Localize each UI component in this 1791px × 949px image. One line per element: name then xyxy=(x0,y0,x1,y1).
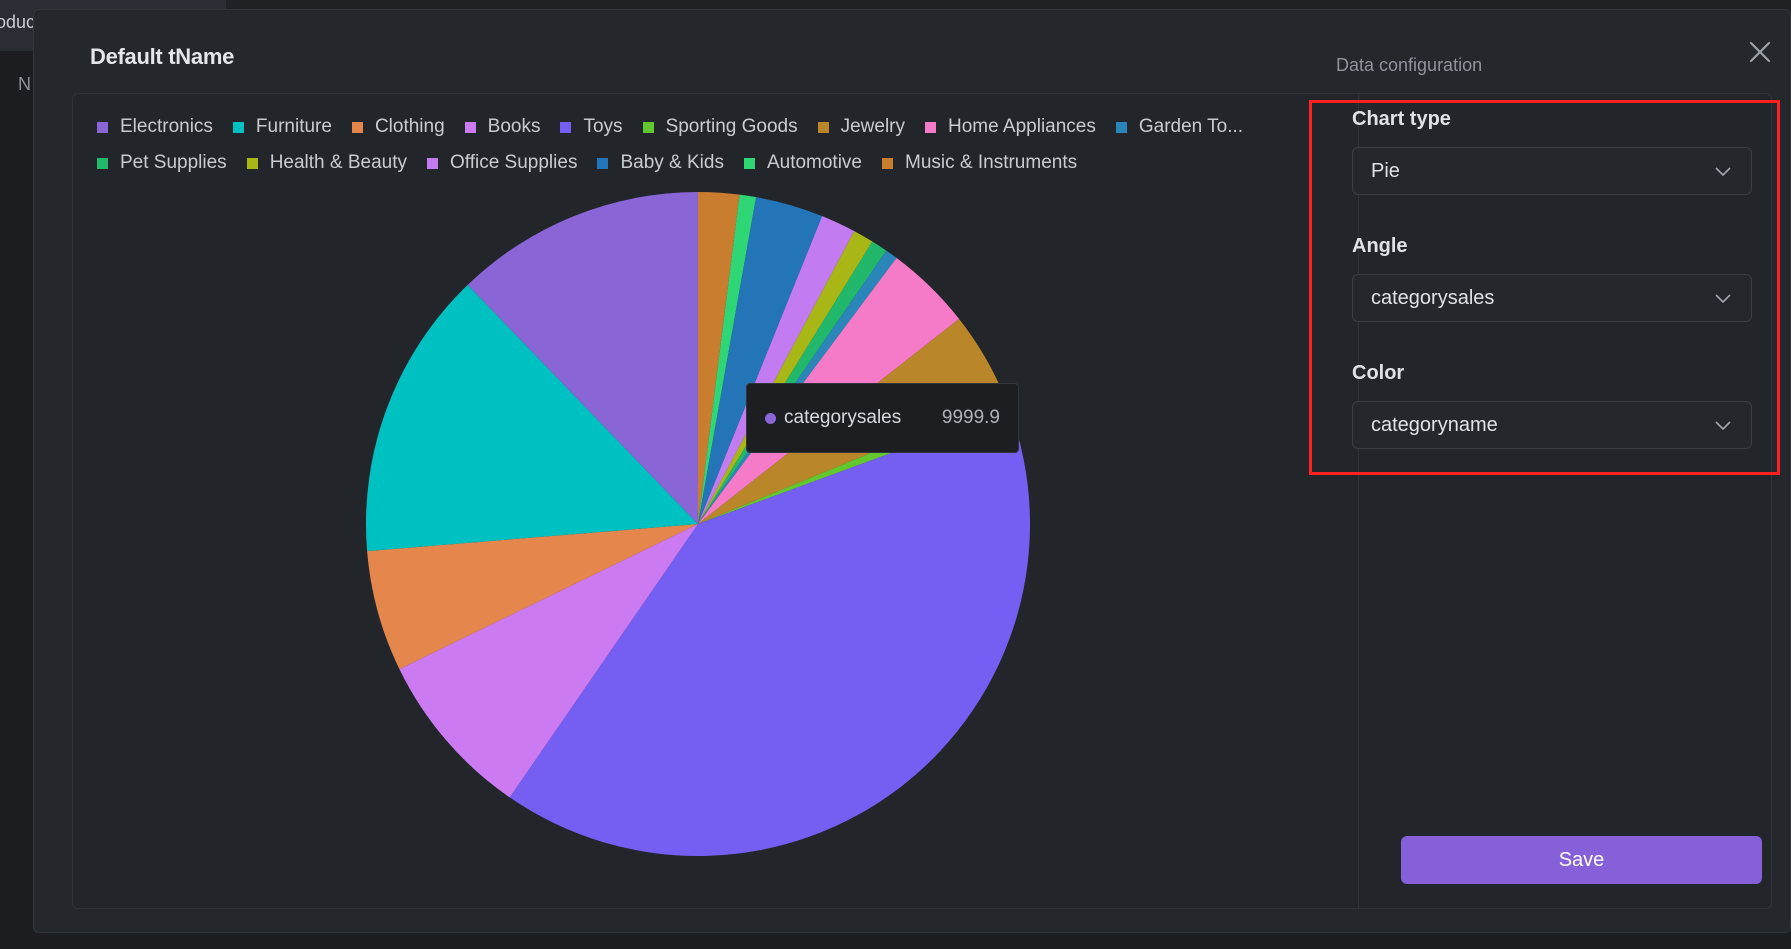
chart-legend: Electronics Furniture Clothing Books Toys Spo… xyxy=(97,116,1347,174)
legend-label: Electronics xyxy=(120,116,213,137)
color-label: Color xyxy=(1352,362,1405,384)
legend-swatch-icon xyxy=(464,121,476,133)
angle-select[interactable]: categorysales xyxy=(1352,274,1752,322)
color-value: categoryname xyxy=(1371,413,1498,436)
angle-label: Angle xyxy=(1352,235,1408,257)
legend-label: Automotive xyxy=(766,152,862,173)
chevron-down-icon xyxy=(1715,167,1731,177)
legend-swatch-icon xyxy=(1115,121,1127,133)
tooltip-value: 9999.9 xyxy=(941,407,1000,428)
pie-chart-svg xyxy=(366,192,1030,856)
pie-chart xyxy=(364,190,1032,858)
chart-type-select[interactable]: Pie xyxy=(1352,147,1752,195)
legend-item[interactable]: Sporting Goods xyxy=(642,116,798,138)
legend-label: Books xyxy=(487,116,541,137)
legend-label: Garden To... xyxy=(1138,116,1244,137)
save-button[interactable]: Save xyxy=(1401,836,1762,884)
legend-label: Sporting Goods xyxy=(665,116,798,137)
data-configuration-panel: Chart type Pie Angle categorysales Color… xyxy=(1352,108,1752,489)
pie-slice-music-instruments[interactable] xyxy=(698,192,740,524)
legend-item[interactable]: Music & Instruments xyxy=(882,152,1077,174)
legend-swatch-icon xyxy=(97,121,108,133)
legend-label: Furniture xyxy=(255,116,332,137)
pie-slice-electronics[interactable] xyxy=(467,192,698,524)
legend-item[interactable]: Garden To... xyxy=(1115,116,1244,138)
legend-swatch-icon xyxy=(597,157,609,169)
panel-divider xyxy=(1358,94,1359,908)
close-icon xyxy=(1749,41,1771,63)
legend-swatch-icon xyxy=(743,157,755,169)
tooltip-key: categorysales xyxy=(784,407,902,428)
chevron-down-icon xyxy=(1715,294,1731,304)
legend-label: Home Appliances xyxy=(948,116,1096,137)
legend-swatch-icon xyxy=(427,157,438,169)
legend-label: Music & Instruments xyxy=(905,152,1078,173)
legend-item[interactable]: Jewelry xyxy=(817,116,905,138)
chevron-down-icon xyxy=(1715,421,1731,431)
legend-item[interactable]: Pet Supplies xyxy=(97,152,227,174)
legend-item[interactable]: Office Supplies xyxy=(427,152,577,174)
legend-item[interactable]: Home Appliances xyxy=(925,116,1096,138)
legend-swatch-icon xyxy=(642,121,654,133)
angle-value: categorysales xyxy=(1371,286,1495,309)
chart-tooltip: categorysales 9999.9 xyxy=(746,383,1019,453)
pie-slice-books[interactable] xyxy=(399,524,698,798)
legend-item[interactable]: Toys xyxy=(560,116,623,138)
pie-slice-toys[interactable] xyxy=(509,409,1030,856)
legend-label: Clothing xyxy=(374,116,445,137)
legend-swatch-icon xyxy=(232,121,244,133)
modal-title: Default tName xyxy=(90,44,235,69)
legend-item[interactable]: Automotive xyxy=(743,152,862,174)
legend-label: Baby & Kids xyxy=(620,152,724,173)
background-side-letter: N xyxy=(18,74,31,94)
close-button[interactable] xyxy=(1744,36,1776,68)
background-topbar xyxy=(226,0,1791,10)
tooltip-dot-icon xyxy=(765,412,776,424)
data-configuration-title: Data configuration xyxy=(1336,55,1483,75)
legend-swatch-icon xyxy=(817,121,829,133)
legend-label: Toys xyxy=(583,116,623,137)
pie-slice-office-supplies[interactable] xyxy=(698,216,855,525)
legend-item[interactable]: Electronics xyxy=(97,116,213,138)
legend-item[interactable]: Baby & Kids xyxy=(597,152,724,174)
legend-item[interactable]: Health & Beauty xyxy=(246,152,407,174)
legend-label: Jewelry xyxy=(840,116,905,137)
legend-swatch-icon xyxy=(882,157,893,169)
legend-swatch-icon xyxy=(351,121,363,133)
chart-config-modal: Default tName Data configuration Electro… xyxy=(33,9,1791,933)
pie-slice-baby-kids[interactable] xyxy=(698,197,823,524)
legend-swatch-icon xyxy=(246,157,258,169)
legend-label: Health & Beauty xyxy=(269,152,407,173)
pie-slice-automotive[interactable] xyxy=(698,194,757,524)
legend-swatch-icon xyxy=(925,121,936,133)
pie-slice-pet-supplies[interactable] xyxy=(698,241,887,524)
chart-type-label: Chart type xyxy=(1352,108,1451,130)
legend-item[interactable]: Books xyxy=(464,116,541,138)
legend-swatch-icon xyxy=(97,157,108,169)
background-tab-label: oduc xyxy=(0,12,36,32)
color-select[interactable]: categoryname xyxy=(1352,401,1752,449)
legend-label: Pet Supplies xyxy=(120,152,227,173)
legend-item[interactable]: Clothing xyxy=(351,116,445,138)
chart-type-value: Pie xyxy=(1371,159,1400,182)
chart-panel: Electronics Furniture Clothing Books Toys Spo… xyxy=(72,93,1772,909)
legend-swatch-icon xyxy=(560,121,572,133)
legend-label: Office Supplies xyxy=(450,152,578,173)
pie-slice-furniture[interactable] xyxy=(366,284,698,552)
pie-slice-health-beauty[interactable] xyxy=(698,231,873,524)
pie-slice-clothing[interactable] xyxy=(367,524,698,670)
legend-item[interactable]: Furniture xyxy=(232,116,332,138)
